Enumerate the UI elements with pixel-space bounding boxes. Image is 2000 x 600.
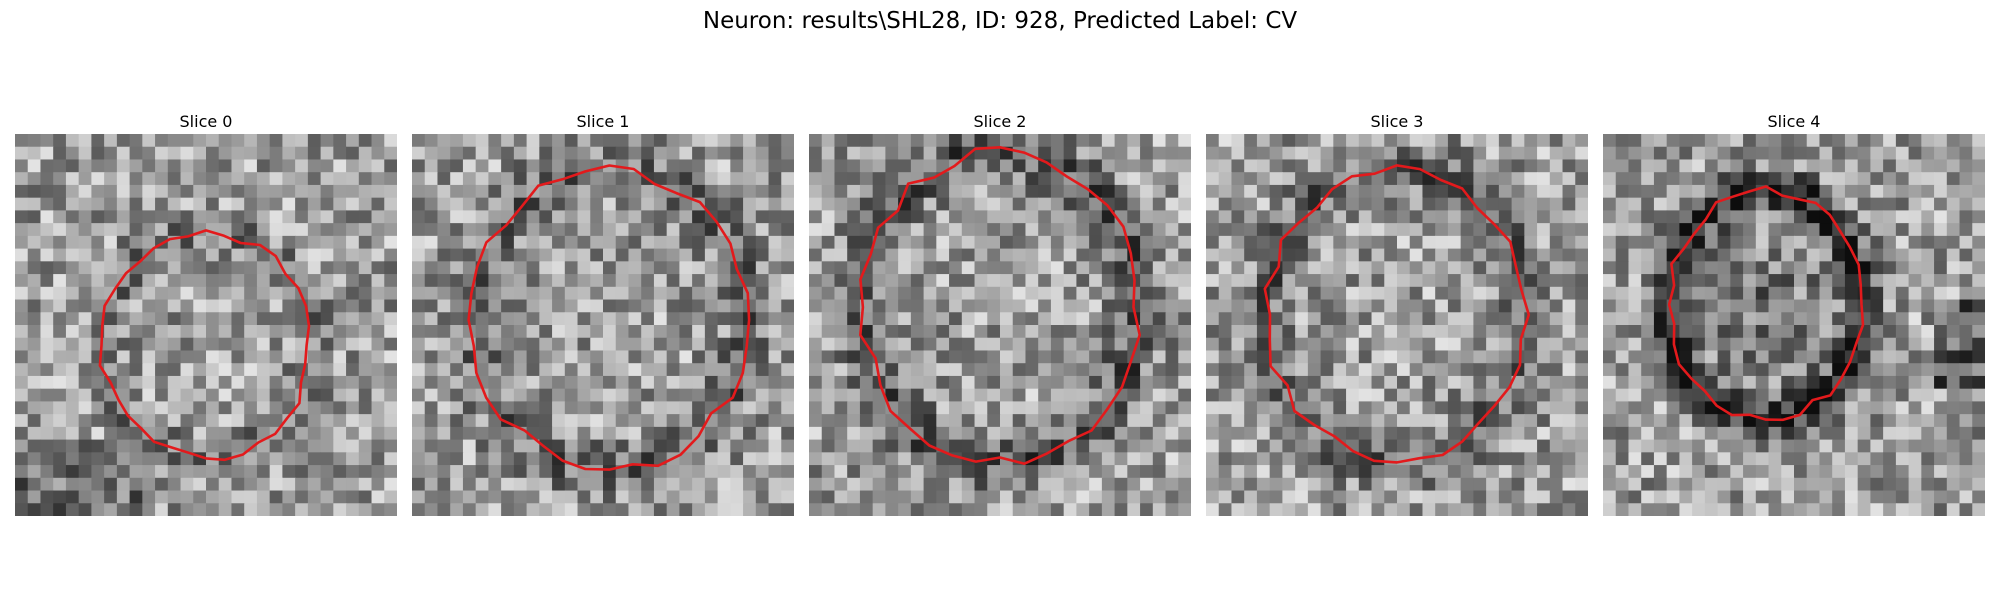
slice-heatmap-1 [412,134,794,516]
slice-panel-4: Slice 4 [1603,110,1985,516]
contour-0 [98,229,311,462]
slice-heatmap-4 [1603,134,1985,516]
slice-title-3: Slice 3 [1370,112,1424,131]
slice-image-4 [1603,134,1985,516]
contour-2 [858,146,1142,466]
pixel-grid-3 [1206,134,1588,516]
slice-panel-2: Slice 2 [809,110,1191,516]
slice-heatmap-0 [15,134,397,516]
slice-title-1: Slice 1 [576,112,630,131]
contour-4 [1667,185,1865,422]
figure-title: Neuron: results\SHL28, ID: 928, Predicte… [702,8,1298,34]
slice-title-2: Slice 2 [973,112,1027,131]
slice-image-2 [809,134,1191,516]
pixel-grid-4 [1603,134,1985,516]
slice-image-0 [15,134,397,516]
slice-title-4: Slice 4 [1767,112,1821,131]
slice-image-1 [412,134,794,516]
slice-panel-0: Slice 0 [15,110,397,516]
pixel-grid-0 [15,134,397,516]
slice-image-3 [1206,134,1588,516]
slice-heatmap-3 [1206,134,1588,516]
pixel-grid-2 [809,134,1191,516]
pixel-grid-1 [412,134,794,516]
contour-1 [467,164,751,471]
slice-heatmap-2 [809,134,1191,516]
contour-3 [1263,164,1531,464]
slice-panel-3: Slice 3 [1206,110,1588,516]
slice-panel-1: Slice 1 [412,110,794,516]
slice-title-0: Slice 0 [179,112,233,131]
